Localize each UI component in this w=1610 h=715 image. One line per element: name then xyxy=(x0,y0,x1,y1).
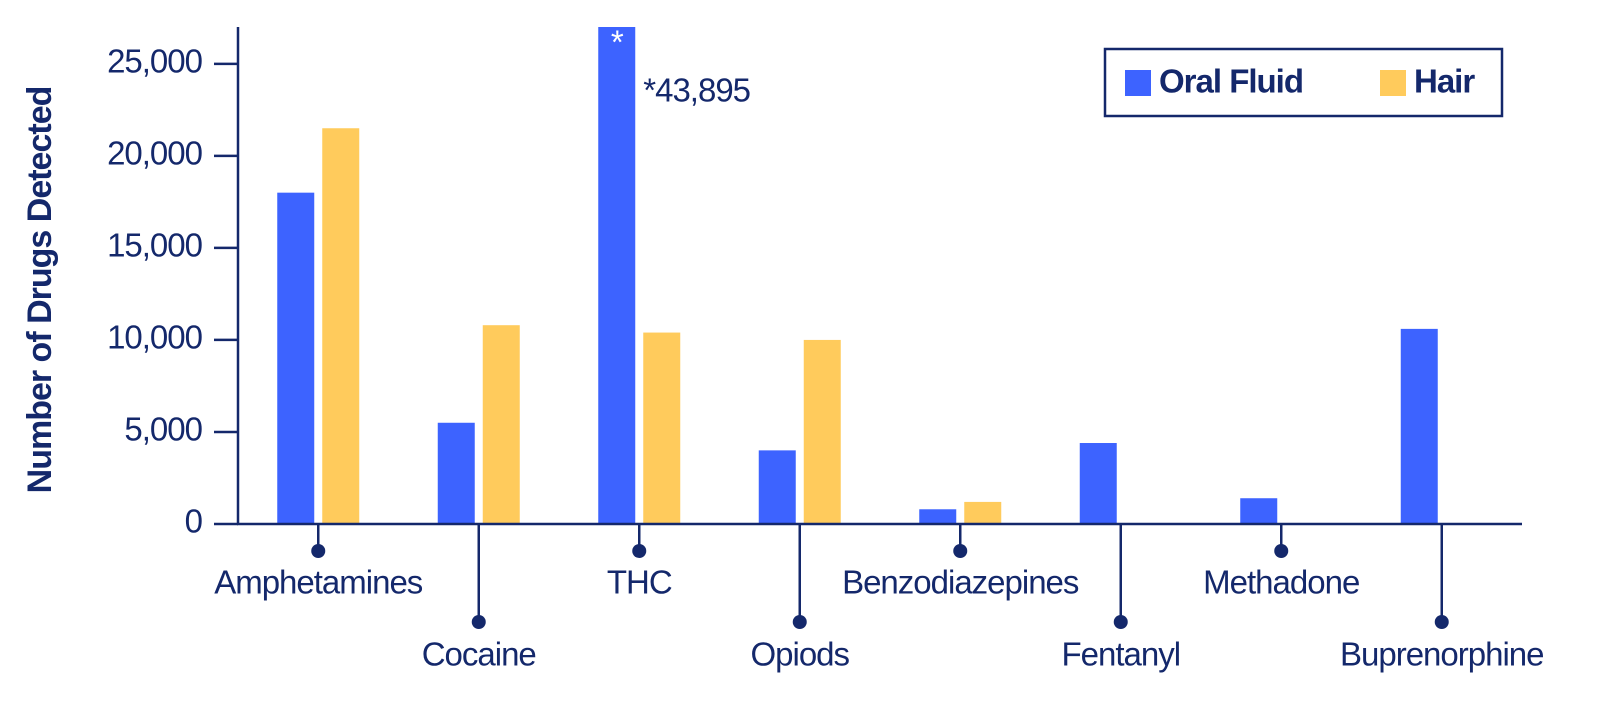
x-tick-label: Fentanyl xyxy=(1061,636,1180,673)
x-tick-label: Opiods xyxy=(750,636,849,673)
legend-swatch xyxy=(1125,70,1151,96)
category-dot xyxy=(953,544,968,558)
bar xyxy=(919,509,957,524)
x-tick-label: THC xyxy=(607,564,672,601)
bar xyxy=(598,27,636,524)
legend-label: Hair xyxy=(1414,63,1475,100)
bar xyxy=(482,325,520,524)
legend-box xyxy=(1103,47,1504,118)
category-dot xyxy=(1113,615,1128,629)
bar xyxy=(437,422,475,524)
y-tick-label: 25,000 xyxy=(107,43,203,80)
category-dot xyxy=(632,544,647,558)
y-axis-label: Number of Drugs Detected xyxy=(21,87,59,494)
bar xyxy=(1240,498,1278,524)
y-tick-label: 15,000 xyxy=(107,227,203,264)
category-dot xyxy=(1274,544,1289,558)
bar xyxy=(277,192,315,524)
category-dot xyxy=(792,615,807,629)
y-tick-label: 5,000 xyxy=(124,411,202,448)
bar xyxy=(803,339,841,524)
plot-area xyxy=(277,27,1438,524)
category-dot xyxy=(1434,615,1449,629)
bar xyxy=(322,128,360,524)
x-tick-label: Cocaine xyxy=(422,636,536,673)
annotation: *43,895 xyxy=(643,72,750,109)
y-tick-label: 20,000 xyxy=(107,135,203,172)
x-tick-label: Buprenorphine xyxy=(1340,636,1544,673)
legend-swatch xyxy=(1380,70,1406,96)
bar xyxy=(758,450,796,524)
x-tick-label: Methadone xyxy=(1203,564,1359,601)
y-tick-label: 10,000 xyxy=(107,319,203,356)
x-tick-label: Benzodiazepines xyxy=(842,564,1079,601)
bar xyxy=(1079,443,1117,524)
bar-marker: * xyxy=(611,24,624,61)
legend-label: Oral Fluid xyxy=(1159,63,1303,100)
bar xyxy=(964,501,1002,524)
y-tick-label: 0 xyxy=(185,503,203,540)
x-tick-label: Amphetamines xyxy=(214,564,423,601)
category-dot xyxy=(311,544,326,558)
bar xyxy=(643,332,681,524)
category-dot xyxy=(471,615,486,629)
bar xyxy=(1400,328,1438,524)
